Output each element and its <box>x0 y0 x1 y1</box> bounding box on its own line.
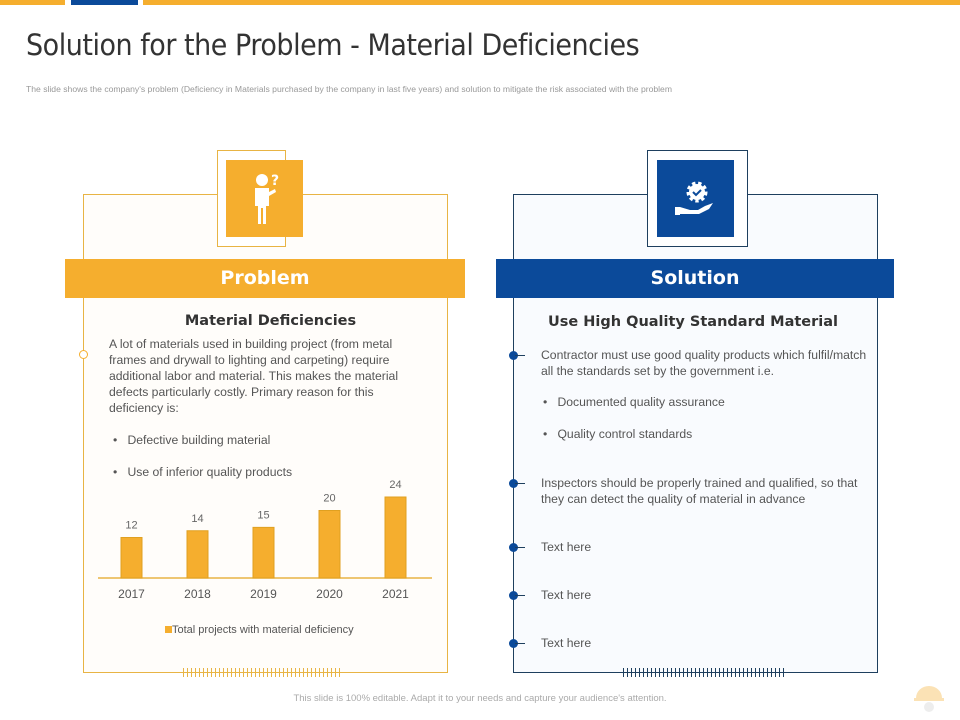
bullet: • Quality control standards <box>543 427 693 441</box>
x-tick-label: 2020 <box>316 587 343 601</box>
marker-dot <box>509 639 518 648</box>
bar <box>120 537 143 579</box>
bar <box>384 496 407 579</box>
chart-legend: Total projects with material deficiency <box>165 624 354 636</box>
data-label: 24 <box>389 479 401 491</box>
legend-swatch <box>165 626 172 633</box>
page-title: Solution for the Problem - Material Defi… <box>26 28 640 62</box>
bar <box>252 526 275 579</box>
x-tick-label: 2019 <box>250 587 277 601</box>
marker-line <box>515 643 525 644</box>
data-label: 15 <box>257 509 269 521</box>
data-label: 12 <box>125 520 137 532</box>
hatch-decoration <box>623 668 785 677</box>
hatch-decoration <box>183 668 340 677</box>
x-tick-label: 2018 <box>184 587 211 601</box>
legend-label: Total projects with material deficiency <box>172 624 354 636</box>
solution-heading: Use High Quality Standard Material <box>547 314 839 330</box>
divider <box>513 194 647 195</box>
bullet: • Use of inferior quality products <box>113 465 293 479</box>
subtitle: The slide shows the company's problem (D… <box>26 84 672 94</box>
top-accent-bar <box>71 0 138 5</box>
bullet-text: Defective building material <box>127 433 271 447</box>
divider <box>748 194 878 195</box>
marker-dot <box>509 351 518 360</box>
marker-dot <box>509 543 518 552</box>
x-tick-label: 2021 <box>382 587 409 601</box>
solution-item: Text here <box>541 588 592 602</box>
solution-item: Text here <box>541 540 592 554</box>
solution-item: Contractor must use good quality product… <box>541 348 867 378</box>
svg-text:?: ? <box>271 173 279 189</box>
footer-note: This slide is 100% editable. Adapt it to… <box>293 693 667 704</box>
marker-line <box>515 355 525 356</box>
bullet-text: Quality control standards <box>557 427 693 441</box>
person-question-icon: ? <box>226 160 303 237</box>
problem-header: Problem <box>65 259 465 298</box>
divider <box>286 194 448 195</box>
marker-line <box>515 483 525 484</box>
solution-header: Solution <box>496 259 894 298</box>
problem-body: A lot of materials used in building proj… <box>109 337 399 415</box>
marker-dot <box>509 479 518 488</box>
divider <box>83 194 217 195</box>
top-accent-bar <box>143 0 960 5</box>
marker-line <box>515 547 525 548</box>
hand-gear-check-icon <box>657 160 734 237</box>
solution-item: Inspectors should be properly trained an… <box>541 476 858 506</box>
bar <box>318 510 341 579</box>
marker-line <box>515 595 525 596</box>
problem-heading: Material Deficiencies <box>184 313 357 329</box>
x-tick-label: 2017 <box>118 587 145 601</box>
marker-dot <box>509 591 518 600</box>
data-label: 14 <box>191 513 203 525</box>
bullet-text: Documented quality assurance <box>557 395 725 409</box>
top-accent-bar <box>0 0 65 5</box>
bullet: • Documented quality assurance <box>543 395 725 409</box>
bullet: • Defective building material <box>113 433 271 447</box>
bar <box>186 530 209 579</box>
solution-item: Text here <box>541 636 592 650</box>
marker-dot <box>79 350 88 359</box>
data-label: 20 <box>323 493 335 505</box>
helmet-gear-logo <box>912 680 946 714</box>
bullet-text: Use of inferior quality products <box>127 465 293 479</box>
